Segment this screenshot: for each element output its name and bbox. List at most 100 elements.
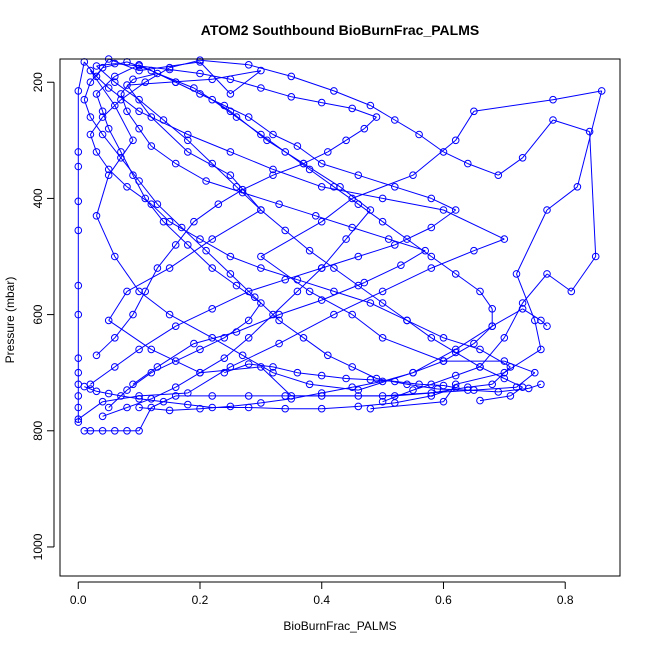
data-point [281,148,290,156]
data-point [391,377,399,386]
series-segment [175,221,195,246]
data-point [391,241,399,249]
data-point [269,171,277,179]
series-segment [218,189,243,205]
data-point [464,159,472,168]
series-segment [199,357,225,374]
data-point [317,404,326,413]
x-tick-label: 0.4 [313,593,330,607]
data-point [500,334,509,342]
series-segment [333,290,371,304]
series-segment [272,372,310,385]
data-point [348,383,357,392]
data-point [184,136,192,145]
series-segment [230,70,262,95]
data-point [74,310,83,319]
data-point [135,403,143,412]
series-segment [552,90,602,101]
series-segment [138,291,170,315]
data-point [190,217,198,226]
series-segment [552,119,590,133]
series-segment [199,59,249,66]
series-segment [479,366,505,379]
series-segment [370,105,396,121]
series-segment [382,337,444,362]
data-point [409,171,417,179]
series-segment [114,348,140,368]
series-segment [114,256,140,292]
data-point [123,183,131,191]
series-segment [431,387,456,397]
data-point [98,107,107,116]
series-segment [412,139,457,176]
data-point [86,66,95,75]
data-point [153,264,162,272]
data-point [244,360,253,368]
data-point [177,223,186,232]
data-point [232,328,241,336]
series-segment [260,398,292,404]
y-tick-label: 200 [31,72,45,92]
data-point [74,148,83,156]
series-segment [358,285,383,304]
series-segment [522,119,554,159]
series-segment [278,314,335,345]
data-point [135,95,143,104]
data-point [244,392,253,400]
data-point [439,397,448,406]
series-segment [96,390,109,395]
series-segment [352,380,383,388]
series-segment [102,407,128,417]
data-point [378,377,387,386]
series-segment [358,174,395,188]
data-point [470,107,478,116]
data-point [317,98,326,107]
data-point [165,65,174,74]
series-segment [193,331,237,345]
series-segment [260,221,322,257]
data-point [269,363,277,371]
data-point [409,386,417,394]
data-point [263,136,271,145]
series-segment [169,408,201,411]
series-segment [114,63,140,67]
data-point [336,183,344,191]
data-point [111,78,119,86]
data-point [293,287,302,296]
data-point [342,136,350,145]
data-point [117,392,125,400]
series-segment [77,61,85,92]
series-segment [230,273,256,298]
series-segment [248,116,274,135]
series-segment [333,290,383,316]
data-point [147,142,156,150]
data-point [354,392,363,400]
series-segment [187,139,213,164]
data-point [98,113,107,121]
data-point [287,72,296,81]
data-point [354,281,363,290]
series-segment [491,366,511,385]
series-segment [175,348,201,362]
series-segment [169,238,213,269]
data-point [208,159,216,168]
data-point [354,386,363,394]
data-point [311,212,320,220]
data-point [531,368,539,377]
data-point [98,412,107,421]
series-segment [394,119,420,135]
data-point [220,368,229,377]
series-segment [291,392,322,400]
series-segment [284,230,310,252]
series-segment [570,256,597,292]
data-point [439,357,448,365]
data-point [244,61,253,69]
series-segment [248,363,274,368]
data-point [104,165,113,174]
series-segment [504,348,542,374]
x-tick-label: 0.2 [192,593,209,607]
x-tick-label: 0.8 [557,593,574,607]
series-segment [187,404,213,408]
data-point [226,171,235,179]
series-segment [150,116,189,153]
